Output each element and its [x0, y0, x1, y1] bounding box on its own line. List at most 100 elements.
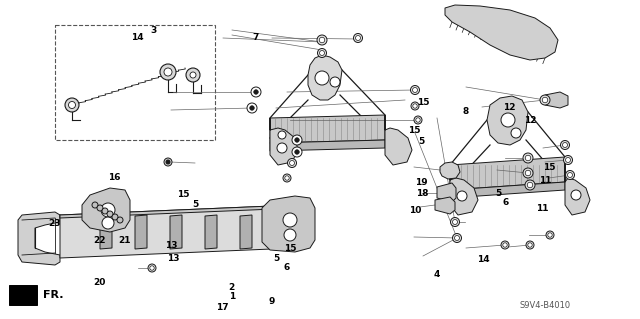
Polygon shape — [385, 115, 412, 165]
Polygon shape — [262, 196, 315, 252]
Text: 5: 5 — [192, 200, 198, 209]
Circle shape — [150, 266, 154, 270]
Text: 22: 22 — [93, 236, 106, 245]
Circle shape — [501, 113, 515, 127]
Text: FR.: FR. — [43, 290, 63, 300]
Polygon shape — [9, 285, 37, 305]
Circle shape — [315, 71, 329, 85]
Circle shape — [247, 103, 257, 113]
Circle shape — [148, 264, 156, 272]
Circle shape — [540, 95, 550, 105]
Circle shape — [319, 50, 324, 56]
Circle shape — [164, 158, 172, 166]
Circle shape — [107, 211, 113, 217]
Circle shape — [164, 68, 172, 76]
Polygon shape — [435, 197, 455, 214]
Circle shape — [501, 241, 509, 249]
Circle shape — [102, 217, 114, 229]
Circle shape — [102, 208, 108, 214]
Polygon shape — [308, 55, 342, 100]
Text: 16: 16 — [108, 173, 120, 182]
Circle shape — [452, 219, 458, 225]
Circle shape — [563, 143, 568, 147]
Circle shape — [353, 33, 362, 42]
Circle shape — [295, 138, 300, 142]
Circle shape — [330, 77, 340, 87]
Polygon shape — [100, 215, 112, 249]
Circle shape — [546, 231, 554, 239]
Text: S9V4-B4010: S9V4-B4010 — [520, 300, 571, 309]
Text: 21: 21 — [118, 236, 131, 245]
Circle shape — [292, 135, 302, 145]
Circle shape — [526, 241, 534, 249]
Circle shape — [284, 229, 296, 241]
Circle shape — [568, 173, 572, 177]
Text: 6: 6 — [284, 263, 290, 272]
Polygon shape — [135, 215, 147, 249]
Circle shape — [511, 128, 521, 138]
Circle shape — [101, 203, 115, 217]
Text: 15: 15 — [408, 126, 421, 135]
Circle shape — [413, 104, 417, 108]
Circle shape — [251, 87, 261, 97]
Polygon shape — [445, 5, 558, 60]
Text: 13: 13 — [165, 241, 178, 250]
Circle shape — [160, 64, 176, 80]
Circle shape — [317, 48, 326, 57]
Circle shape — [566, 158, 570, 162]
Polygon shape — [270, 115, 385, 143]
Circle shape — [523, 153, 533, 163]
Text: 1: 1 — [228, 292, 235, 301]
Text: 23: 23 — [48, 219, 61, 228]
Polygon shape — [437, 183, 456, 202]
Polygon shape — [170, 215, 182, 249]
Text: 14: 14 — [477, 256, 490, 264]
Circle shape — [561, 140, 570, 150]
Circle shape — [410, 85, 419, 94]
Circle shape — [563, 155, 573, 165]
Circle shape — [528, 243, 532, 247]
Polygon shape — [275, 215, 287, 249]
Circle shape — [289, 160, 294, 166]
Polygon shape — [270, 118, 298, 165]
Circle shape — [186, 68, 200, 82]
Text: 5: 5 — [418, 137, 424, 146]
Polygon shape — [60, 205, 298, 218]
Circle shape — [457, 191, 467, 201]
Circle shape — [548, 233, 552, 237]
Circle shape — [454, 235, 460, 241]
Circle shape — [413, 87, 417, 93]
Text: 11: 11 — [536, 204, 549, 213]
Text: 15: 15 — [543, 163, 556, 172]
Polygon shape — [82, 188, 130, 232]
Circle shape — [527, 182, 532, 188]
Circle shape — [451, 218, 460, 226]
Circle shape — [295, 150, 300, 154]
Circle shape — [452, 234, 461, 242]
Circle shape — [112, 214, 118, 220]
Circle shape — [97, 205, 103, 211]
Text: 13: 13 — [166, 254, 179, 263]
Circle shape — [292, 147, 302, 157]
Polygon shape — [565, 157, 590, 215]
Text: 19: 19 — [415, 178, 428, 187]
Text: 15: 15 — [177, 190, 190, 199]
Text: 9: 9 — [269, 297, 275, 306]
Circle shape — [523, 168, 533, 178]
Circle shape — [525, 170, 531, 176]
Circle shape — [190, 72, 196, 78]
Text: 3: 3 — [150, 26, 157, 35]
Circle shape — [68, 101, 76, 108]
Polygon shape — [487, 96, 528, 145]
Text: 14: 14 — [131, 33, 144, 42]
Polygon shape — [240, 215, 252, 249]
Text: 6: 6 — [502, 198, 509, 207]
Polygon shape — [205, 215, 217, 249]
Text: 17: 17 — [216, 303, 229, 312]
Text: 15: 15 — [417, 98, 430, 107]
Circle shape — [250, 106, 254, 110]
Circle shape — [503, 243, 507, 247]
Circle shape — [525, 180, 535, 190]
Circle shape — [317, 35, 327, 45]
Circle shape — [356, 35, 360, 41]
